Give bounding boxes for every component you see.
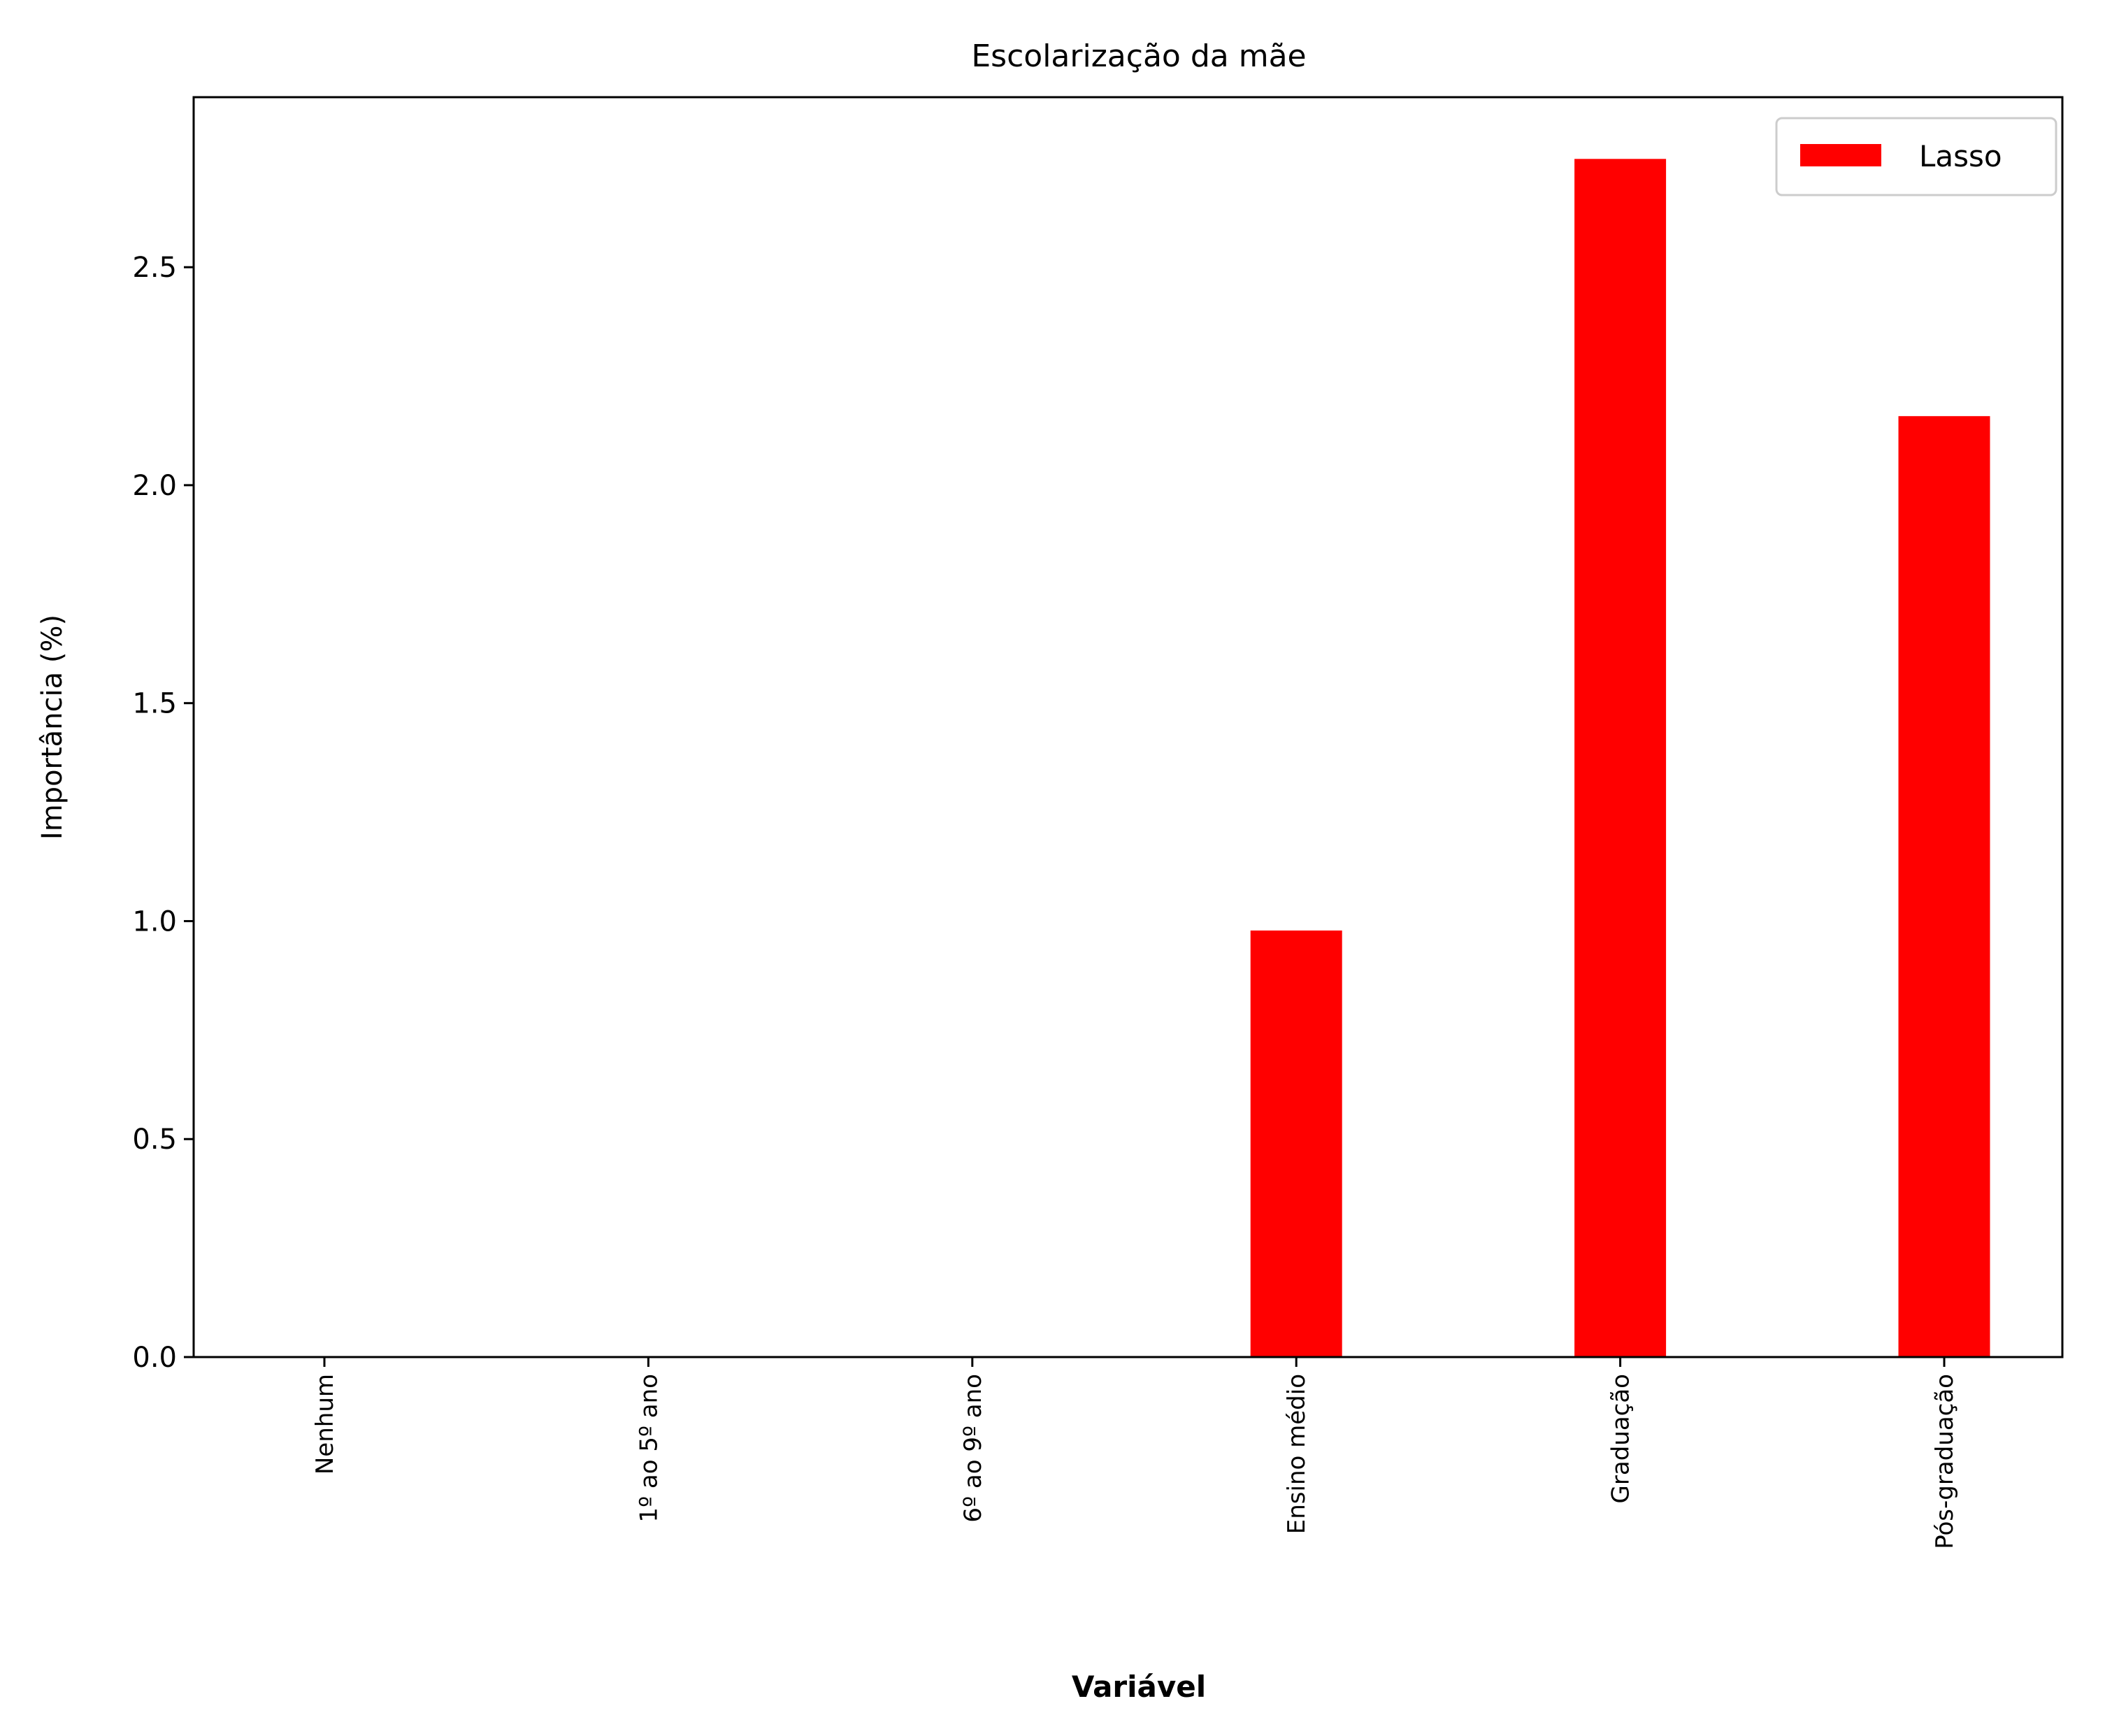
y-axis-label: Importância (%) [36,615,69,840]
y-tick-label: 1.0 [132,905,177,938]
legend-swatch [1800,144,1881,166]
x-axis-label: Variável [1072,1670,1206,1704]
y-tick-label: 2.0 [132,470,177,502]
x-axis: Nenhum 1º ao 5º ano 6º ao 9º ano Ensino méd… [311,1357,1959,1549]
x-tick-label: 1º ao 5º ano [635,1374,663,1523]
x-tick-label: Graduação [1607,1374,1635,1503]
y-tick-label: 0.0 [132,1342,177,1374]
plot-area-frame [192,96,2064,1358]
x-tick-label: Pós-graduação [1931,1374,1959,1549]
bar-3 [1249,928,1344,1358]
y-tick-label: 1.5 [132,688,177,720]
chart-title: Escolarização da mãe [971,38,1306,74]
x-tick-label: Ensino médio [1283,1374,1311,1534]
legend-frame [1775,117,2057,196]
legend: Lasso [1775,117,2057,196]
y-axis: 0.0 0.5 1.0 1.5 2.0 2.5 [132,252,194,1374]
bar-4 [1573,157,1668,1358]
bars-layer [1249,157,1992,1358]
y-tick-label: 2.5 [132,252,177,284]
x-tick-label: Nenhum [311,1374,339,1475]
legend-label: Lasso [1919,139,2002,173]
x-tick-label: 6º ao 9º ano [959,1374,987,1523]
y-tick-label: 0.5 [132,1124,177,1156]
bar-5 [1897,415,1992,1358]
